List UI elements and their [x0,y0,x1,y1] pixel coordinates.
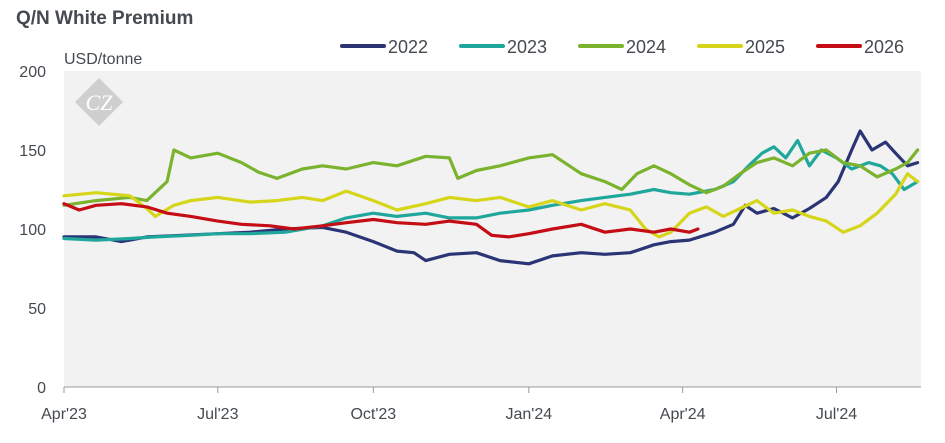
x-tick-label: Apr'24 [660,406,706,423]
cz-logo-watermark: CZ [74,77,124,127]
legend-label-2026: 2026 [864,37,904,57]
series-line-2022 [62,129,920,266]
legend: 2022 2023 2024 2025 2026 [340,37,904,57]
legend-label-2024: 2024 [626,37,666,57]
x-tick-label: Jul'23 [197,406,238,423]
y-tick-label: 100 [19,222,46,239]
y-tick-label: 200 [19,64,46,81]
series-line-2026 [62,202,700,239]
x-tick-label: Jul'24 [816,406,857,423]
x-tick-label: Jan'24 [506,406,553,423]
y-tick-label: 50 [28,301,46,318]
y-tick-label: 0 [37,380,46,397]
series-line-2025 [62,172,920,239]
series-line-2024 [62,148,920,207]
legend-label-2025: 2025 [745,37,785,57]
series-line-2023 [62,138,920,242]
series-lines [62,129,920,266]
legend-label-2022: 2022 [388,37,428,57]
watermark-diamond [74,77,124,127]
y-axis-ticks: 0 50 100 150 200 [19,64,46,397]
plot-background [64,71,921,387]
x-tick-label: Oct'23 [350,406,396,423]
chart-title: Q/N White Premium [16,8,193,29]
legend-label-2023: 2023 [507,37,547,57]
y-tick-label: 150 [19,143,46,160]
y-axis-unit-label: USD/tonne [64,51,142,68]
watermark-letters: CZ [86,90,114,115]
x-axis-ticks: Apr'23 Jul'23 Oct'23 Jan'24 Apr'24 Jul'24 [41,387,857,423]
x-tick-label: Apr'23 [41,406,87,423]
